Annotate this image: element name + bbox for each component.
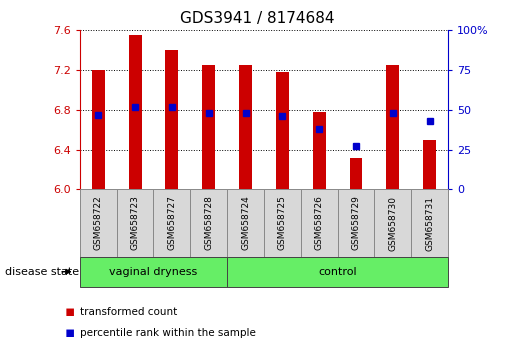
Bar: [411, 189, 448, 257]
Text: GSM658727: GSM658727: [167, 195, 176, 251]
Bar: [153, 189, 191, 257]
Bar: [350, 158, 363, 189]
Text: GSM658731: GSM658731: [425, 195, 434, 251]
Bar: [165, 50, 178, 189]
Bar: [338, 189, 374, 257]
Text: GDS3941 / 8174684: GDS3941 / 8174684: [180, 11, 335, 25]
Bar: [80, 189, 117, 257]
Bar: [227, 189, 264, 257]
Bar: [80, 257, 227, 287]
Text: GSM658725: GSM658725: [278, 195, 287, 251]
Bar: [116, 189, 153, 257]
Text: GSM658724: GSM658724: [241, 196, 250, 250]
Bar: [423, 139, 436, 189]
Text: GSM658722: GSM658722: [94, 196, 102, 250]
Text: GSM658728: GSM658728: [204, 195, 213, 251]
Bar: [92, 70, 105, 189]
Bar: [264, 189, 301, 257]
Bar: [276, 72, 289, 189]
Bar: [191, 189, 227, 257]
Bar: [301, 189, 338, 257]
Bar: [227, 257, 448, 287]
Text: transformed count: transformed count: [80, 307, 177, 316]
Text: GSM658729: GSM658729: [352, 195, 360, 251]
Text: ▪: ▪: [64, 325, 75, 340]
Text: GSM658723: GSM658723: [131, 195, 140, 251]
Text: GSM658730: GSM658730: [388, 195, 397, 251]
Text: vaginal dryness: vaginal dryness: [109, 267, 198, 277]
Bar: [129, 35, 142, 189]
Bar: [374, 189, 411, 257]
Bar: [202, 65, 215, 189]
Text: ▪: ▪: [64, 304, 75, 319]
Text: percentile rank within the sample: percentile rank within the sample: [80, 328, 256, 338]
Text: control: control: [318, 267, 357, 277]
Text: disease state: disease state: [5, 267, 79, 277]
Bar: [313, 112, 325, 189]
Bar: [239, 65, 252, 189]
Text: GSM658726: GSM658726: [315, 195, 323, 251]
Bar: [386, 65, 399, 189]
